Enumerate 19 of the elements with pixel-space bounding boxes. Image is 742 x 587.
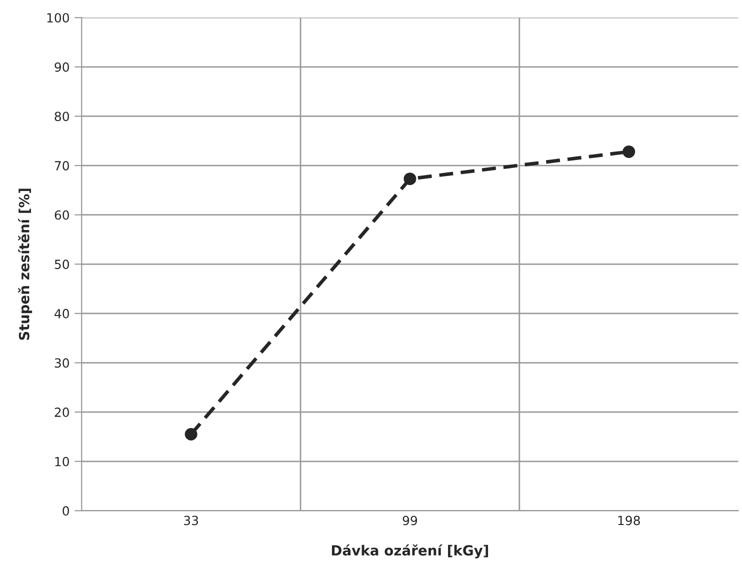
y-axis-title: Stupeň zesítění [%]: [18, 188, 32, 340]
y-tick-label: 100: [47, 13, 69, 23]
x-axis-title: Dávka ozáření [kGy]: [332, 544, 488, 558]
x-tick-label: 99: [402, 516, 418, 526]
y-tick-label: 60: [54, 210, 69, 220]
y-tick-label: 50: [54, 260, 69, 270]
y-tick-label: 90: [54, 62, 69, 72]
y-tick-label: 10: [55, 456, 69, 466]
x-tick-label: 33: [184, 516, 198, 526]
point: [184, 428, 198, 441]
y-tick-label: 40: [54, 308, 69, 318]
y-tick-label: 70: [54, 161, 69, 170]
y-tick-label: 30: [54, 358, 69, 368]
point: [622, 145, 636, 158]
y-tick-label: 0: [62, 506, 69, 516]
x-tick-label: 198: [618, 516, 640, 526]
y-tick-label: 20: [54, 408, 69, 417]
y-tick-label: 80: [54, 112, 69, 122]
point: [404, 172, 416, 186]
